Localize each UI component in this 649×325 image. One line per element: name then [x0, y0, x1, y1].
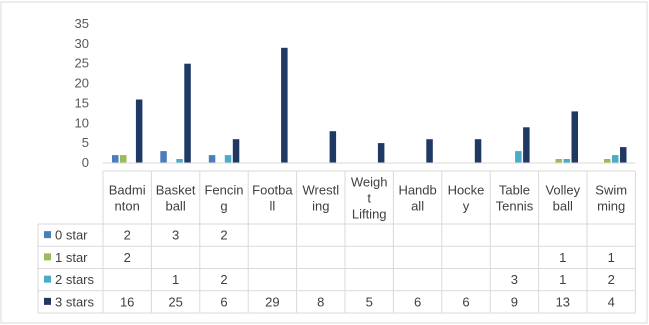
bar: [377, 143, 385, 163]
bar: [208, 155, 216, 163]
bar: [555, 159, 562, 163]
bar: [571, 111, 578, 163]
bar: [515, 151, 522, 163]
bar: [620, 147, 627, 163]
x-category-label: Footba ll: [252, 183, 293, 214]
y-axis: 0 5 10 15 20 25 30 35: [75, 16, 89, 170]
bar: [281, 47, 288, 163]
data-table-value: 3: [172, 228, 179, 243]
data-table-value: 16: [120, 294, 134, 309]
bar: [523, 127, 530, 163]
legend-label: 2 stars: [55, 272, 95, 287]
data-table-value: 1: [559, 250, 566, 265]
x-category-label: Volley ball: [545, 183, 580, 214]
bar: [160, 151, 167, 163]
y-tick-label: 35: [75, 16, 89, 31]
data-table-value: 13: [556, 294, 570, 309]
data-table-value: 4: [608, 294, 615, 309]
data-table-value: 6: [462, 294, 469, 309]
data-table-value: 2: [124, 228, 131, 243]
y-tick-label: 20: [75, 76, 89, 91]
y-tick-label: 10: [75, 115, 89, 130]
data-table-value: 5: [366, 294, 373, 309]
data-table-value: 9: [511, 294, 518, 309]
x-category-label: Table Tennis: [496, 183, 534, 214]
legend-swatch: [44, 231, 51, 239]
data-table: Badmi nton Basket ball Fencin g Footba ll Wrestl…: [37, 170, 636, 314]
y-tick-label: 30: [75, 36, 89, 51]
bar: [224, 155, 232, 163]
bar: [176, 159, 183, 163]
bar: [426, 139, 433, 163]
data-table-value: 25: [168, 294, 182, 309]
bar: [563, 159, 570, 163]
x-category-label: Wrestl ing: [302, 183, 339, 214]
data-table-value: 6: [220, 294, 227, 309]
legend-label: 3 stars: [55, 294, 95, 309]
y-tick-label: 25: [75, 56, 89, 71]
bar: [232, 139, 240, 163]
data-table-value: 1: [172, 272, 179, 287]
x-category-label: Badmi nton: [109, 183, 146, 214]
bar: [604, 159, 611, 163]
data-table-value: 8: [317, 294, 324, 309]
data-table-value: 2: [608, 272, 615, 287]
x-category-label: Basket ball: [156, 183, 196, 214]
data-table-value: 6: [414, 294, 421, 309]
bar: [120, 155, 127, 163]
bar: [329, 131, 337, 163]
legend-swatch: [44, 253, 51, 261]
bar: [135, 99, 143, 163]
y-tick-label: 15: [75, 95, 89, 110]
data-table-value: 2: [220, 228, 227, 243]
bar: [184, 63, 191, 164]
bar: [612, 155, 619, 163]
data-table-value: 3: [511, 272, 518, 287]
legend-swatch: [44, 275, 51, 283]
legend-label: 0 star: [55, 228, 88, 243]
bars: [103, 47, 636, 164]
data-table-value: 1: [559, 272, 566, 287]
bar: [112, 155, 119, 163]
legend-label: 1 star: [55, 250, 88, 265]
x-category-label: Swim ming: [595, 183, 627, 214]
bar: [474, 139, 482, 163]
data-table-value: 1: [608, 250, 615, 265]
data-table-value: 29: [265, 294, 279, 309]
data-table-value: 2: [124, 250, 131, 265]
x-category-label: Hocke y: [448, 183, 485, 214]
x-category-label: Weigh t Lifting: [351, 175, 388, 222]
y-tick-label: 5: [82, 135, 89, 150]
y-tick-label: 0: [82, 155, 89, 170]
data-table-value: 2: [220, 272, 227, 287]
x-category-label: Handb all: [398, 183, 436, 214]
legend-swatch: [44, 297, 51, 305]
x-category-label: Fencin g: [204, 183, 243, 214]
